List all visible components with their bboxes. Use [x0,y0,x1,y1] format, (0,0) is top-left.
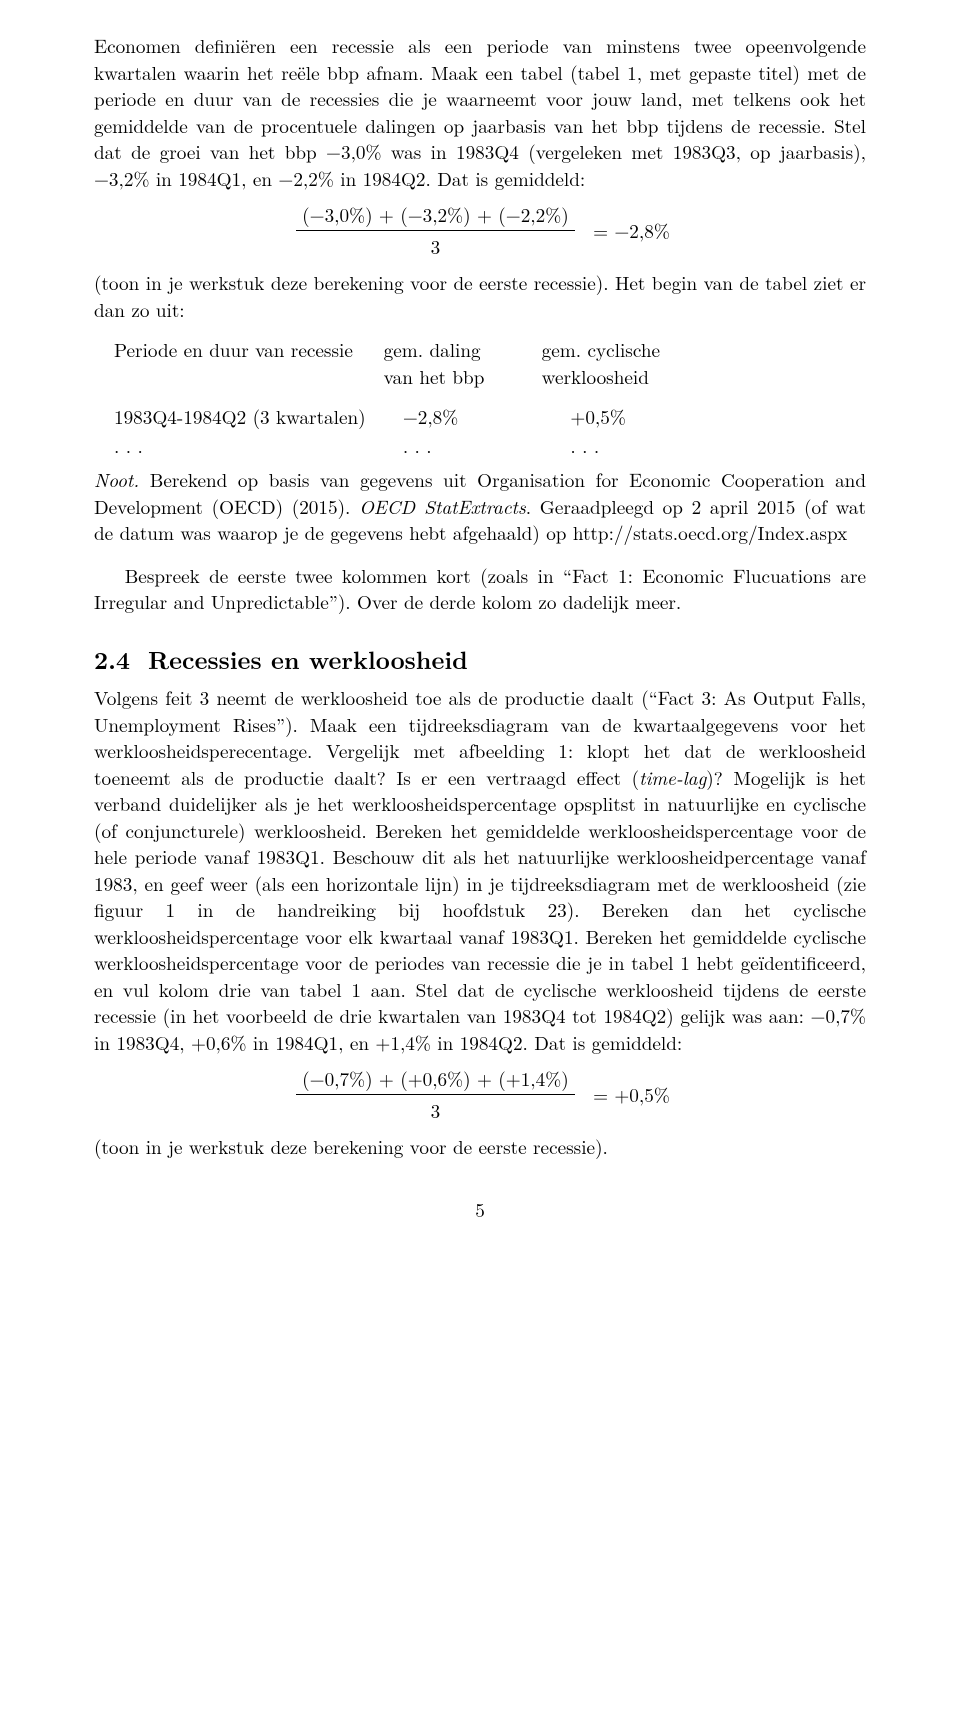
para3b: )? Mogelijk is het verband duidelijker a… [94,763,866,1056]
fraction-2: (−0,7%) + (+0,6%) + (+1,4%) 3 [296,1065,575,1123]
row2-col2: . . . [384,432,542,461]
formula1-den: 3 [296,231,575,260]
fraction-1: (−3,0%) + (−3,2%) + (−2,2%) 3 [296,201,575,259]
col2-header: gem. daling van het bbp [384,336,542,391]
section-heading: 2.4 Recessies en werkloosheid [94,643,866,677]
recession-table: Periode en duur van recessie gem. daling… [114,336,720,460]
document-page: Economen definiëren een recessie als een… [0,0,960,1262]
table-row: 1983Q4-1984Q2 (3 kwartalen) −2,8% +0,5% [114,403,720,432]
paragraph-section-body: Volgens feit 3 neemt de werkloosheid toe… [94,684,866,1055]
formula2-den: 3 [296,1095,575,1124]
col3-header-l2: werkloosheid [542,362,649,390]
section-number: 2.4 [94,642,130,677]
col2-header-l2: van het bbp [384,362,485,390]
row2-col1: . . . [114,432,384,461]
table-row: . . . . . . . . . [114,432,720,461]
col2-header-l1: gem. daling [384,335,481,363]
row1-col2: −2,8% [384,403,542,432]
formula1-num: (−3,0%) + (−3,2%) + (−2,2%) [296,201,575,231]
note-lead: Noot. [94,465,139,493]
page-number: 5 [94,1196,866,1223]
para3-ital: time-lag [639,763,706,791]
paragraph-after-formula2: (toon in je werkstuk deze berekening voo… [94,1133,866,1160]
formula-1: (−3,0%) + (−3,2%) + (−2,2%) 3 = −2,8% [94,201,866,259]
discuss-paragraph: Bespreek de eerste twee kolommen kort (z… [94,562,866,615]
formula2-num: (−0,7%) + (+0,6%) + (+1,4%) [296,1065,575,1095]
row1-col2-val: −2,8% [403,402,458,430]
formula2-rhs: = +0,5% [593,1081,670,1108]
note-paragraph: Noot. Berekend op basis van gegevens uit… [94,466,866,546]
row2-col3-val: . . . [570,431,599,459]
col1-header: Periode en duur van recessie [114,336,384,391]
paragraph-after-formula1: (toon in je werkstuk deze berekening voo… [94,269,866,322]
section-title: Recessies en werkloosheid [148,642,468,677]
row1-col3: +0,5% [542,403,720,432]
col3-header: gem. cyclische werkloosheid [542,336,720,391]
row2-col3: . . . [542,432,720,461]
note-ital: OECD StatExtracts [359,492,526,520]
formula1-rhs: = −2,8% [593,217,670,244]
formula-2: (−0,7%) + (+0,6%) + (+1,4%) 3 = +0,5% [94,1065,866,1123]
table-header-row: Periode en duur van recessie gem. daling… [114,336,720,391]
row1-col3-val: +0,5% [570,402,625,430]
paragraph-intro: Economen definiëren een recessie als een… [94,32,866,191]
row2-col2-val: . . . [403,431,432,459]
col3-header-l1: gem. cyclische [542,335,660,363]
row1-col1: 1983Q4-1984Q2 (3 kwartalen) [114,403,384,432]
